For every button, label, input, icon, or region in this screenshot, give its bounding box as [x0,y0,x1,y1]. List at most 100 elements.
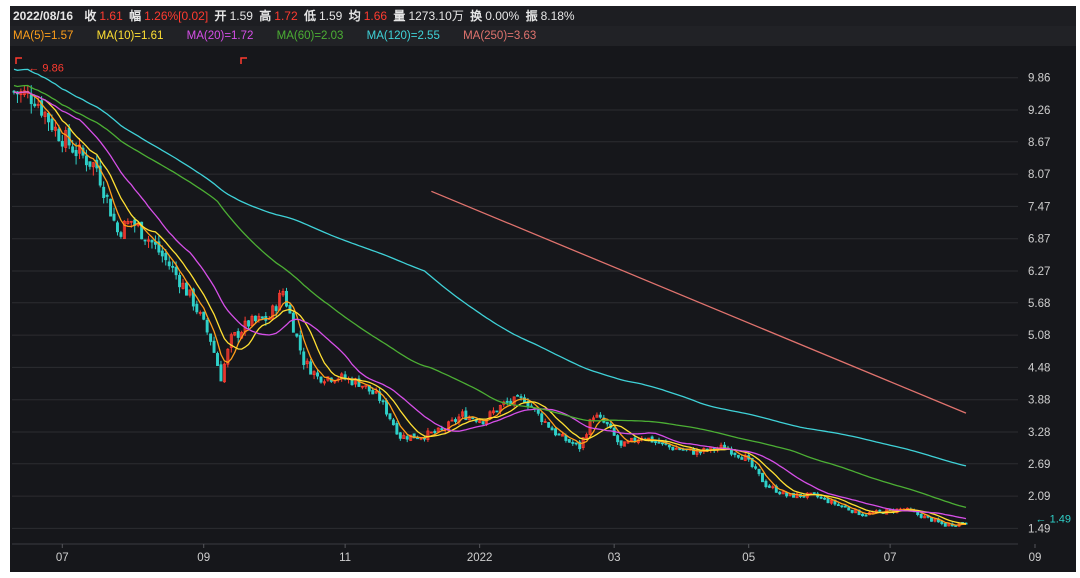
candle-body [771,486,775,489]
turnover-value: 0.00% [485,9,520,23]
x-tick-label: 09 [1029,552,1042,564]
avg-label: 均 [348,9,361,23]
candle-body [140,221,144,240]
candle-body [53,126,57,131]
axes: 9.86 9.26 8.67 8.07 7.47 6.87 6.27 5.68 5.08 4.48… [56,73,1050,564]
candle-body [371,390,375,395]
candle-body [195,303,199,313]
candle-body [291,312,295,333]
kline-chart[interactable]: 9.86 9.26 8.67 8.07 7.47 6.87 6.27 5.68 5.08 4.48… [10,6,1076,572]
candle-body [309,361,313,375]
grid-lines [12,77,1018,545]
change-value: 1.26%[0.02] [144,9,209,23]
candle-body [840,505,844,508]
candle-body [71,146,75,153]
ma-line-ma60 [13,84,967,509]
ma10-legend: MA(10)=1.61 [96,30,164,42]
candle-body [222,363,226,383]
candle-body [250,315,254,327]
x-tick-label: 07 [884,552,897,564]
chart-frame: 2022/08/16 收 1.61 幅 1.26%[0.02] 开 1.59 高 1.7… [10,6,1076,572]
candle-body [943,523,947,527]
candle-body [112,213,116,221]
x-tick-label: 07 [56,552,69,564]
x-tick-label: 2022 [467,552,493,564]
price-annotation: ← 1.49 [1036,513,1071,525]
candle-body [216,353,219,366]
candle-body [184,282,188,296]
candle-body [391,419,395,426]
y-tick-label: 3.28 [1028,427,1050,439]
ma120-legend: MA(120)=2.55 [366,30,440,42]
candle-body [126,221,130,225]
candle-body [43,111,47,117]
candle-body [595,414,599,418]
candle-body [219,364,223,382]
x-tick-label: 05 [742,552,755,564]
candle-body [623,441,626,447]
y-tick-label: 7.47 [1028,201,1050,213]
candle-body [671,446,675,451]
candle-body [740,457,744,460]
candle-body [923,515,927,519]
candle-body [229,334,233,348]
candle-body [440,428,444,431]
candle-body [733,452,737,456]
candle-body [40,100,44,116]
open-value: 1.59 [229,9,253,23]
candle-body [91,162,95,168]
candle-body [864,514,868,517]
candle-body [505,400,509,403]
candle-body [616,435,620,443]
candle-body [540,413,544,423]
candle-body [495,410,499,413]
candle-body [850,509,854,513]
candle-body [491,410,495,414]
candle-body [312,371,316,376]
amplitude-value: 8.18% [540,9,575,23]
ma250-legend: MA(250)=3.63 [463,30,537,42]
candle-body [429,431,433,434]
candle-body [426,430,430,440]
x-tick-label: 09 [197,552,210,564]
candle-body [826,498,830,504]
candle-body [226,348,230,365]
candle-body [836,504,840,507]
candle-body [460,411,464,417]
y-tick-label: 9.86 [1028,73,1050,85]
candle-body [395,423,399,435]
moving-average-lines [13,68,967,526]
candle-body [191,288,195,307]
candle-body [830,499,833,504]
ma20-legend: MA(20)=1.72 [186,30,254,42]
candle-body [116,222,119,233]
candle-body [543,421,547,423]
candle-body [160,250,164,257]
candle-body [119,232,123,237]
candle-body [60,140,64,147]
amplitude-label: 振 [525,9,538,23]
candle-body [619,440,623,446]
candle-body [212,340,216,353]
candle-body [316,372,320,377]
candle-body [188,289,192,296]
candle-body [402,434,406,439]
avg-value: 1.66 [363,9,388,23]
candle-body [629,437,633,442]
volume-label: 量 [393,9,406,23]
candle-body [812,492,816,495]
candle-body [478,420,482,423]
candle-body [233,332,237,336]
y-tick-label: 8.67 [1028,137,1050,149]
candle-body [436,427,440,433]
ma-line-ma120 [13,68,967,467]
annotations: ← 9.86 ← 1.49 [15,57,1071,525]
candle-body [433,430,437,434]
candle-body [147,239,150,242]
candle-body [129,220,133,223]
ma60-legend: MA(60)=2.03 [276,30,344,42]
candle-body [692,448,695,455]
candle-body [547,422,551,428]
ma-legend-bar: MA(5)=1.57 MA(10)=1.61 MA(20)=1.72 MA(60… [10,26,1076,46]
y-tick-label: 8.07 [1028,169,1050,181]
